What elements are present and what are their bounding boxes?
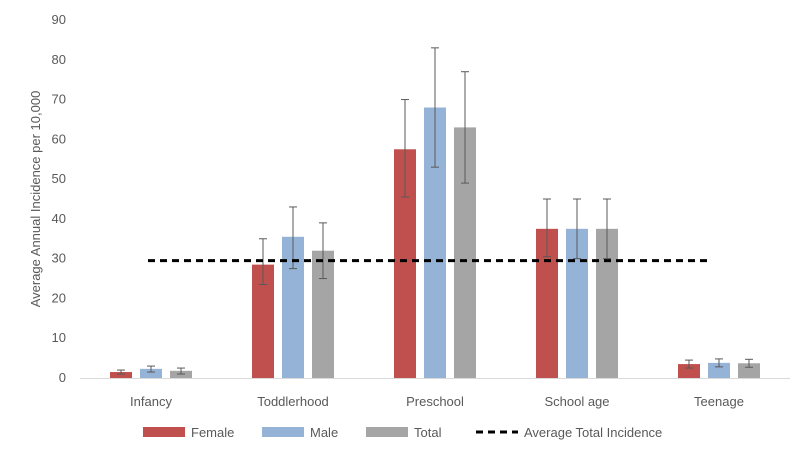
y-tick-label: 70 — [52, 92, 66, 107]
x-tick-label: School age — [544, 394, 609, 409]
bar-male-3 — [566, 228, 588, 378]
bar-female-1 — [252, 264, 274, 378]
y-tick-label: 20 — [52, 290, 66, 305]
bar-total-4 — [738, 363, 760, 378]
y-tick-label: 90 — [52, 12, 66, 27]
y-tick-label: 0 — [59, 370, 66, 385]
y-tick-label: 50 — [52, 171, 66, 186]
legend-swatch-male — [262, 427, 304, 437]
y-tick-label: 80 — [52, 52, 66, 67]
bar-male-0 — [140, 368, 162, 378]
y-tick-label: 10 — [52, 330, 66, 345]
x-tick-label: Toddlerhood — [257, 394, 329, 409]
bar-total-1 — [312, 250, 334, 378]
plot-area — [110, 47, 760, 379]
x-axis: Infancy Toddlerhood Preschool School age Tee… — [80, 378, 790, 409]
bar-male-2 — [424, 107, 446, 378]
bar-total-3 — [596, 228, 618, 378]
y-tick-label: 30 — [52, 251, 66, 266]
y-axis: 0 10 20 30 40 50 60 70 80 90 — [52, 12, 66, 385]
bar-male-1 — [282, 236, 304, 378]
legend-label: Male — [310, 425, 338, 440]
x-tick-label: Preschool — [406, 394, 464, 409]
bar-female-2 — [394, 149, 416, 378]
legend: Female Male Total Average Total Incidence — [143, 425, 662, 440]
bar-female-0 — [110, 372, 132, 378]
legend-label: Average Total Incidence — [524, 425, 662, 440]
bar-female-3 — [536, 228, 558, 378]
legend-label: Female — [191, 425, 234, 440]
legend-swatch-female — [143, 427, 185, 437]
x-tick-label: Infancy — [130, 394, 172, 409]
bar-female-4 — [678, 364, 700, 378]
y-axis-label: Average Annual Incidence per 10,000 — [28, 91, 43, 308]
bar-total-2 — [454, 127, 476, 379]
y-tick-label: 40 — [52, 211, 66, 226]
y-tick-label: 60 — [52, 131, 66, 146]
legend-label: Total — [414, 425, 442, 440]
legend-swatch-total — [366, 427, 408, 437]
x-tick-label: Teenage — [694, 394, 744, 409]
bar-male-4 — [708, 362, 730, 378]
